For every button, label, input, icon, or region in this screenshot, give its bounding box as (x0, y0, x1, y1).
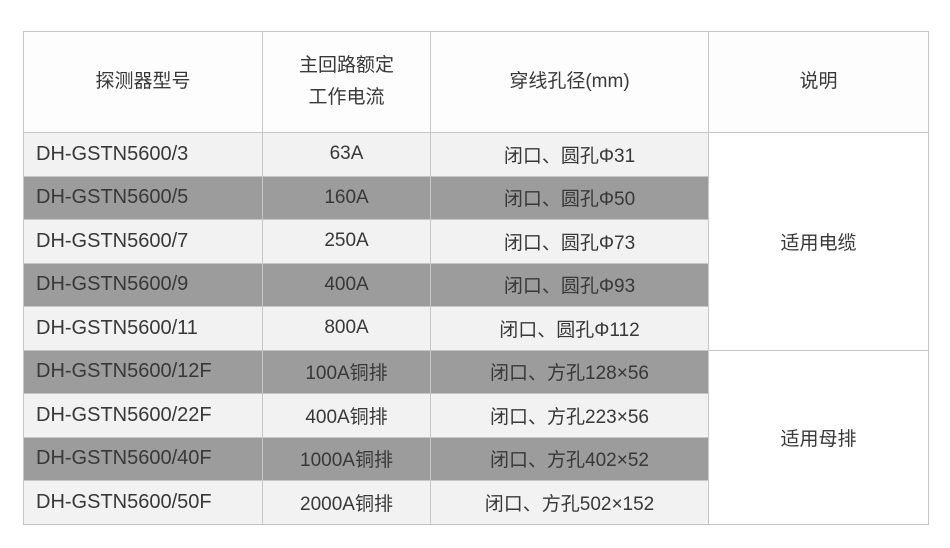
note-cell-busbar: 适用母排 (708, 349, 929, 525)
current-cell: 400A铜排 (262, 393, 431, 438)
table-row: DH-GSTN5600/12F 100A铜排 闭口、方孔128×56 适用母排 (23, 349, 929, 525)
table-row: DH-GSTN5600/22F 400A铜排 闭口、方孔223×56 (23, 393, 929, 438)
model-cell: DH-GSTN5600/11 (23, 306, 263, 351)
header-row: 探测器型号 主回路额定 工作电流 穿线孔径(mm) 说明 (23, 31, 929, 133)
hole-cell: 闭口、方孔502×152 (430, 480, 709, 525)
hole-cell: 闭口、方孔402×52 (430, 436, 709, 481)
hole-cell: 闭口、方孔223×56 (430, 393, 709, 438)
current-cell: 250A (262, 219, 431, 264)
hole-cell: 闭口、圆孔Φ93 (430, 262, 709, 307)
model-cell: DH-GSTN5600/40F (23, 436, 263, 481)
header-note: 说明 (708, 31, 929, 133)
hole-cell: 闭口、圆孔Φ112 (430, 306, 709, 351)
model-cell: DH-GSTN5600/5 (23, 175, 263, 220)
table-row: DH-GSTN5600/5 160A 闭口、圆孔Φ50 (23, 175, 929, 220)
table-row: DH-GSTN5600/3 63A 闭口、圆孔Φ31 适用电缆 (23, 132, 929, 351)
hole-cell: 闭口、圆孔Φ50 (430, 175, 709, 220)
detector-spec-table: 探测器型号 主回路额定 工作电流 穿线孔径(mm) 说明 DH-GSTN5600… (23, 31, 929, 525)
note-cell-cable: 适用电缆 (708, 132, 929, 351)
current-cell: 1000A铜排 (262, 436, 431, 481)
current-cell: 2000A铜排 (262, 480, 431, 525)
table-row: DH-GSTN5600/40F 1000A铜排 闭口、方孔402×52 (23, 436, 929, 481)
model-cell: DH-GSTN5600/50F (23, 480, 263, 525)
header-hole: 穿线孔径(mm) (430, 31, 709, 133)
current-cell: 100A铜排 (262, 349, 431, 394)
current-cell: 63A (262, 132, 431, 177)
model-cell: DH-GSTN5600/9 (23, 262, 263, 307)
table-row: DH-GSTN5600/9 400A 闭口、圆孔Φ93 (23, 262, 929, 307)
table-row: DH-GSTN5600/11 800A 闭口、圆孔Φ112 (23, 306, 929, 351)
hole-cell: 闭口、圆孔Φ31 (430, 132, 709, 177)
model-cell: DH-GSTN5600/22F (23, 393, 263, 438)
table-row: DH-GSTN5600/50F 2000A铜排 闭口、方孔502×152 (23, 480, 929, 525)
header-current: 主回路额定 工作电流 (262, 31, 431, 133)
header-model: 探测器型号 (23, 31, 263, 133)
model-cell: DH-GSTN5600/7 (23, 219, 263, 264)
hole-cell: 闭口、圆孔Φ73 (430, 219, 709, 264)
spec-table-container: 探测器型号 主回路额定 工作电流 穿线孔径(mm) 说明 DH-GSTN5600… (23, 31, 929, 525)
current-cell: 400A (262, 262, 431, 307)
current-cell: 800A (262, 306, 431, 351)
hole-cell: 闭口、方孔128×56 (430, 349, 709, 394)
table-row: DH-GSTN5600/7 250A 闭口、圆孔Φ73 (23, 219, 929, 264)
model-cell: DH-GSTN5600/3 (23, 132, 263, 177)
current-cell: 160A (262, 175, 431, 220)
model-cell: DH-GSTN5600/12F (23, 349, 263, 394)
